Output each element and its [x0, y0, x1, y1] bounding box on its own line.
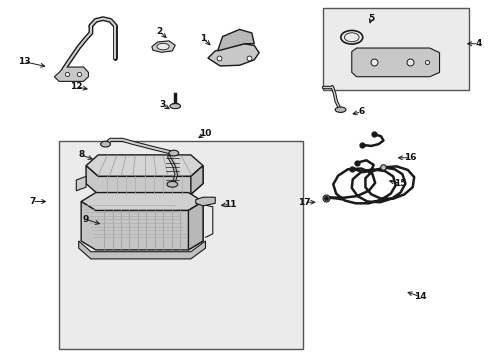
Text: 17: 17 [297, 198, 310, 207]
Polygon shape [81, 202, 203, 250]
Polygon shape [217, 30, 254, 51]
Ellipse shape [169, 104, 180, 109]
Ellipse shape [168, 150, 178, 156]
Text: 9: 9 [82, 215, 89, 224]
Polygon shape [54, 67, 88, 81]
Bar [59, 140, 303, 348]
Text: 7: 7 [29, 197, 36, 206]
Ellipse shape [157, 43, 169, 50]
Text: 8: 8 [78, 150, 84, 159]
Polygon shape [188, 202, 203, 250]
Polygon shape [207, 44, 259, 66]
Text: 3: 3 [159, 100, 165, 109]
Polygon shape [190, 166, 203, 194]
Polygon shape [76, 176, 86, 191]
Polygon shape [351, 48, 439, 77]
Text: 2: 2 [156, 27, 162, 36]
Bar [322, 8, 468, 90]
Text: 16: 16 [403, 153, 416, 162]
Polygon shape [86, 155, 203, 176]
Text: 14: 14 [413, 292, 426, 301]
Text: 15: 15 [393, 179, 406, 188]
Ellipse shape [166, 181, 177, 187]
Ellipse shape [101, 141, 110, 147]
Text: 1: 1 [200, 34, 206, 43]
Text: 12: 12 [70, 82, 82, 91]
Polygon shape [195, 197, 215, 206]
Text: 13: 13 [18, 57, 30, 66]
Text: 10: 10 [199, 129, 211, 138]
Ellipse shape [334, 107, 345, 112]
Text: 6: 6 [358, 107, 364, 116]
Polygon shape [79, 241, 205, 259]
Polygon shape [86, 166, 203, 194]
Text: 4: 4 [474, 39, 481, 48]
Text: 5: 5 [367, 14, 374, 23]
Text: 11: 11 [223, 200, 236, 209]
Polygon shape [152, 41, 175, 52]
Polygon shape [81, 193, 203, 211]
